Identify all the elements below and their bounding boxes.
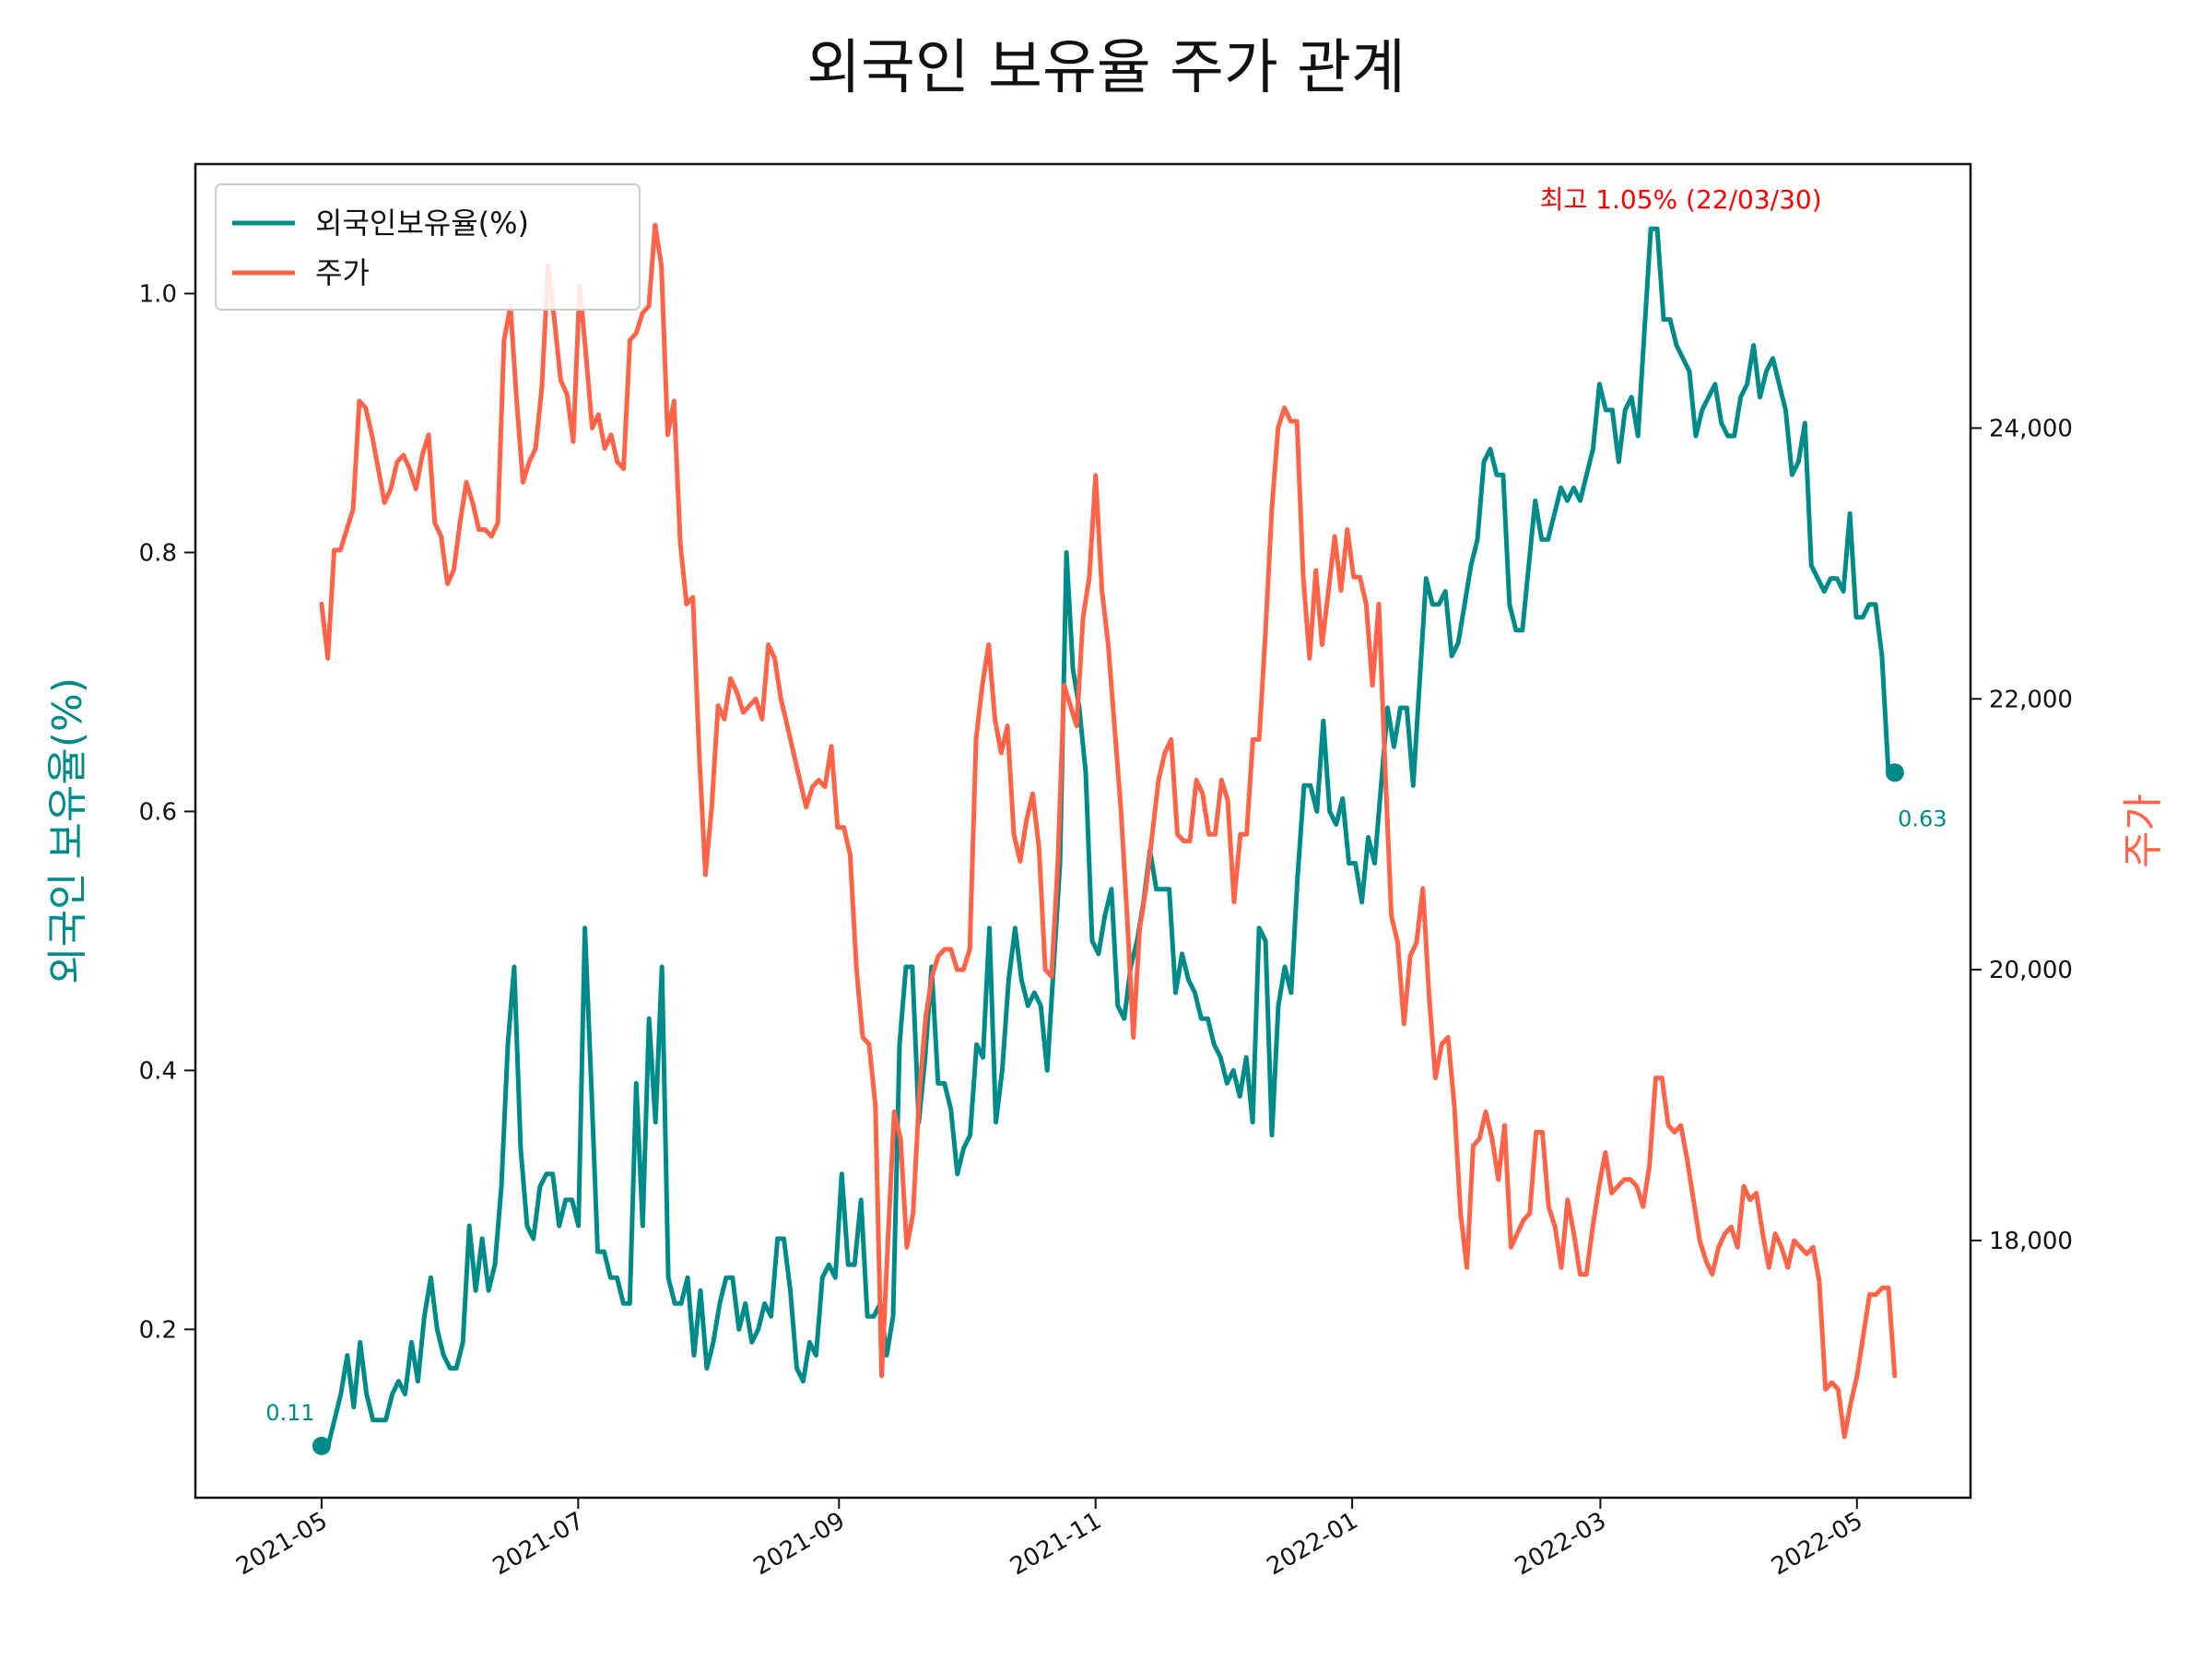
- left-y-axis-title: 외국인 보유율(%): [44, 677, 91, 984]
- plot-frame: [194, 162, 1972, 1500]
- left-y-axis: 0.2 0.4 0.6 0.8 1.0: [139, 280, 195, 1344]
- right-y-tick-label: 18,000: [1989, 1228, 2073, 1255]
- x-tick-label: 2022-01: [1263, 1507, 1363, 1581]
- right-y-tick-label: 22,000: [1989, 686, 2073, 713]
- left-y-tick-label: 0.2: [139, 1316, 177, 1344]
- legend: 외국인보유율(%) 주가: [215, 183, 641, 311]
- x-tick-label: 2021-07: [488, 1507, 589, 1581]
- max-value-annotation: 최고 1.05% (22/03/30): [1540, 184, 1822, 215]
- series-layer: [312, 222, 1904, 1455]
- left-y-tick-label: 0.8: [139, 539, 177, 567]
- end-point-marker: [1885, 763, 1904, 782]
- x-axis: 2021-05 2021-07 2021-09 2021-11 2022-01 2022-…: [231, 1498, 1867, 1581]
- right-y-tick-label: 24,000: [1989, 415, 2073, 442]
- legend-label-stock-price: 주가: [315, 255, 370, 290]
- chart-title: 외국인 보유율 주가 관계: [806, 34, 1406, 102]
- end-value-label: 0.63: [1898, 806, 1947, 831]
- legend-label-foreign-ownership: 외국인보유율(%): [315, 206, 529, 241]
- start-value-label: 0.11: [265, 1400, 314, 1426]
- x-tick-label: 2021-09: [749, 1507, 850, 1581]
- right-y-tick-label: 20,000: [1989, 957, 2073, 984]
- x-tick-label: 2021-05: [231, 1507, 332, 1581]
- right-y-axis-title: 주가: [2120, 794, 2167, 868]
- series-line-foreign-ownership: [319, 226, 1898, 1449]
- start-point-marker: [312, 1436, 331, 1455]
- left-y-tick-label: 0.4: [139, 1057, 177, 1085]
- left-y-tick-label: 1.0: [139, 280, 177, 308]
- series-line-stock-price: [319, 222, 1898, 1440]
- plot-area-border: [194, 162, 1972, 1500]
- left-y-tick-label: 0.6: [139, 798, 177, 826]
- x-tick-label: 2021-11: [1006, 1507, 1106, 1581]
- legend-box: [215, 183, 641, 311]
- right-y-axis: 18,000 20,000 22,000 24,000: [1971, 415, 2073, 1255]
- x-tick-label: 2022-03: [1511, 1507, 1611, 1581]
- x-tick-label: 2022-05: [1767, 1507, 1867, 1581]
